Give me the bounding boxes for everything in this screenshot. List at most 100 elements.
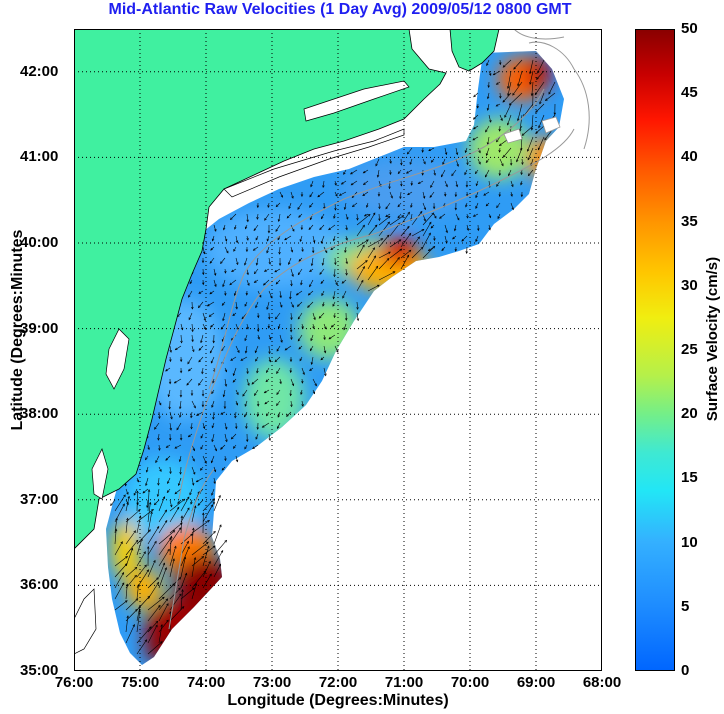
velocity-arrow	[114, 541, 123, 556]
velocity-arrowhead	[211, 439, 214, 443]
velocity-arrow	[433, 169, 436, 176]
velocity-arrowhead	[288, 206, 291, 210]
plot-title: Mid-Atlantic Raw Velocities (1 Day Avg) …	[108, 1, 572, 18]
velocity-arrow	[290, 400, 292, 407]
velocity-arrow	[356, 213, 358, 221]
velocity-arrowhead	[146, 545, 150, 549]
velocity-arrowhead	[167, 548, 170, 552]
velocity-arrowhead	[236, 392, 239, 396]
velocity-arrowhead	[397, 257, 400, 260]
velocity-arrowhead	[342, 295, 345, 299]
velocity-arrow	[231, 268, 237, 272]
velocity-arrow	[407, 147, 413, 155]
velocity-arrow	[211, 400, 215, 408]
velocity-arrowhead	[286, 215, 290, 219]
velocity-arrowhead	[297, 338, 301, 342]
velocity-arrowhead	[520, 172, 523, 176]
velocity-arrowhead	[333, 274, 336, 278]
velocity-arrow	[255, 345, 259, 353]
velocity-arrowhead	[529, 82, 532, 85]
velocity-arrow	[510, 191, 513, 197]
land	[74, 29, 500, 550]
velocity-arrowhead	[210, 460, 214, 464]
velocity-arrowhead	[179, 471, 182, 475]
velocity-arrowhead	[473, 94, 476, 98]
velocity-arrowhead	[201, 260, 205, 264]
velocity-arrow	[245, 345, 248, 354]
velocity-arrowhead	[190, 393, 194, 397]
velocity-arrowhead	[246, 272, 250, 276]
velocity-arrow	[275, 202, 281, 207]
velocity-arrow	[444, 224, 448, 233]
velocity-arrow	[180, 533, 193, 545]
velocity-arrowhead	[257, 336, 260, 340]
velocity-arrow	[503, 147, 512, 158]
velocity-arrow	[411, 229, 425, 237]
velocity-arrowhead	[516, 159, 519, 163]
velocity-arrowhead	[341, 281, 345, 284]
velocity-arrow	[169, 527, 182, 545]
velocity-arrowhead	[321, 293, 324, 297]
velocity-arrowhead	[309, 204, 312, 208]
velocity-arrow	[377, 169, 380, 178]
velocity-arrowhead	[320, 357, 324, 361]
velocity-arrowhead	[289, 329, 293, 333]
velocity-arrow	[125, 567, 137, 578]
velocity-arrowhead	[440, 174, 444, 178]
velocity-arrow	[147, 511, 153, 534]
velocity-arrow	[444, 147, 447, 155]
velocity-arrowhead	[475, 195, 478, 199]
velocity-arrow	[517, 103, 523, 121]
velocity-arrowhead	[298, 259, 302, 262]
velocity-arrowhead	[516, 118, 520, 122]
velocity-arrowhead	[266, 238, 270, 242]
velocity-arrow	[246, 268, 249, 275]
x-tick-label: 76:00	[54, 674, 94, 691]
velocity-arrowhead	[510, 193, 513, 197]
velocity-arrowhead	[160, 641, 163, 644]
velocity-arrow	[322, 301, 325, 307]
velocity-arrow	[429, 191, 435, 198]
velocity-arrow	[147, 596, 165, 611]
velocity-arrow	[487, 136, 490, 145]
velocity-arrowhead	[345, 272, 348, 276]
velocity-arrowhead	[209, 573, 212, 577]
velocity-arrowhead	[345, 261, 349, 265]
velocity-arrowhead	[198, 383, 201, 386]
velocity-arrowhead	[407, 211, 410, 215]
velocity-arrow	[167, 477, 171, 484]
velocity-arrow	[191, 520, 210, 534]
velocity-arrowhead	[231, 269, 234, 272]
velocity-arrowhead	[472, 116, 476, 120]
velocity-arrowhead	[427, 248, 431, 252]
velocity-arrowhead	[376, 174, 380, 178]
map-plot-area	[74, 29, 602, 671]
velocity-arrowhead	[169, 427, 173, 431]
velocity-arrow	[309, 367, 314, 371]
velocity-arrow	[201, 367, 204, 374]
velocity-arrow	[301, 323, 304, 329]
velocity-arrowhead	[153, 502, 157, 506]
velocity-arrowhead	[158, 448, 161, 451]
velocity-arrowhead	[187, 368, 191, 372]
velocity-arrow	[510, 180, 514, 187]
velocity-arrowhead	[221, 303, 225, 306]
velocity-arrowhead	[421, 172, 424, 176]
velocity-arrow	[274, 268, 281, 273]
velocity-arrowhead	[174, 446, 178, 449]
velocity-arrow	[257, 334, 260, 340]
velocity-arrow	[169, 522, 183, 534]
velocity-arrow	[527, 147, 534, 160]
velocity-arrowhead	[203, 570, 207, 574]
colorbar-tick-label: 50	[681, 20, 698, 37]
velocity-arrowhead	[362, 224, 365, 228]
velocity-arrowhead	[244, 350, 248, 354]
velocity-arrowhead	[530, 93, 534, 97]
velocity-arrowhead	[178, 577, 182, 580]
velocity-arrowhead	[332, 296, 336, 300]
velocity-arrow	[439, 213, 446, 219]
velocity-arrowhead	[235, 402, 239, 406]
velocity-arrow	[356, 280, 364, 292]
velocity-arrow	[187, 356, 193, 364]
velocity-arrowhead	[201, 371, 204, 375]
